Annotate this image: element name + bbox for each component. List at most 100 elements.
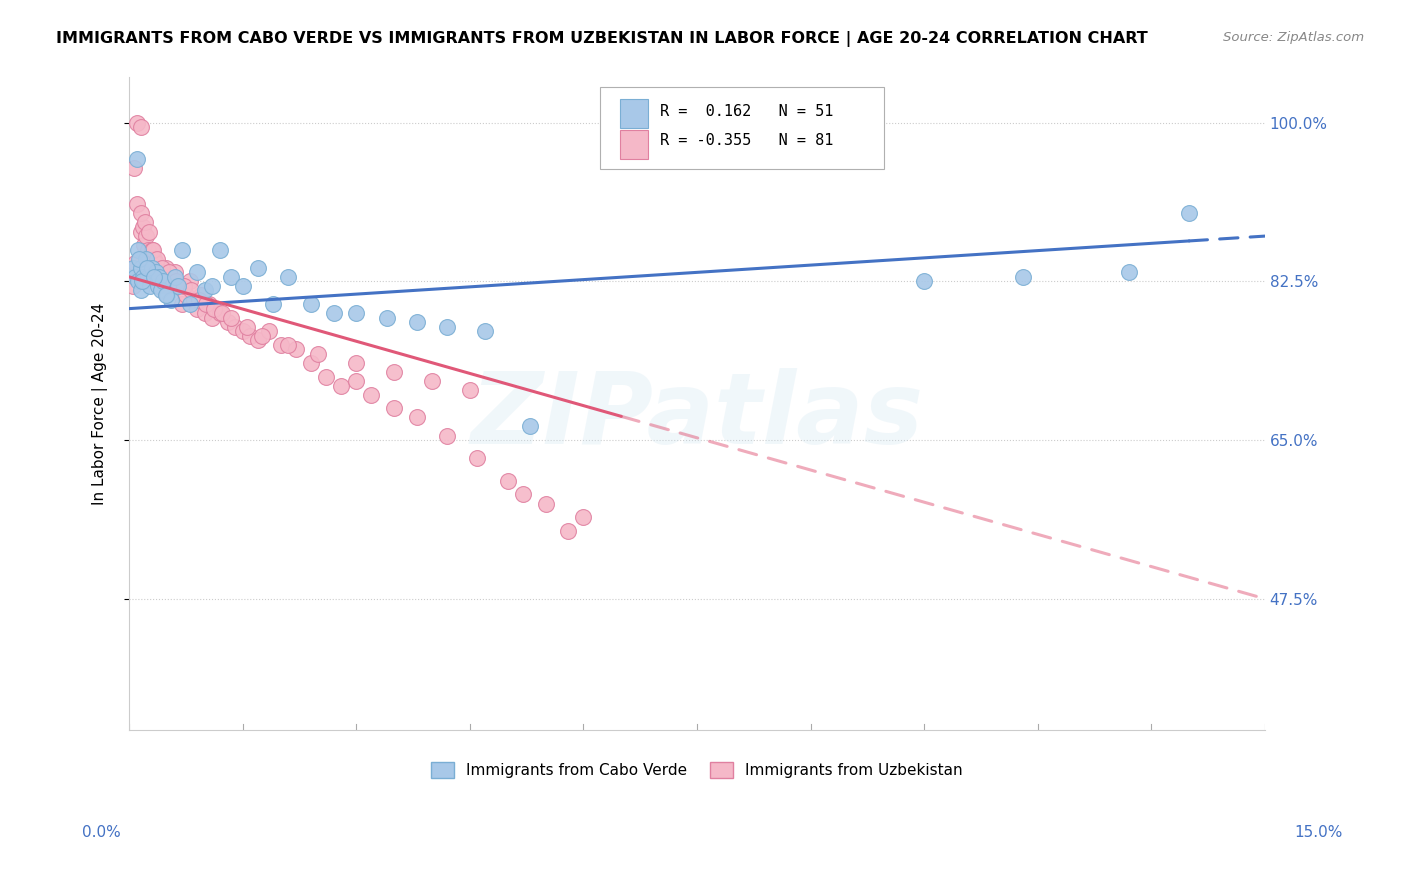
Point [136,269,159,284]
Point [145,256,167,270]
Point [132,269,155,284]
Point [322,306,344,320]
Point [141,243,163,257]
Legend: Immigrants from Cabo Verde, Immigrants from Uzbekistan: Immigrants from Cabo Verde, Immigrants f… [425,756,969,785]
Point [179,274,201,288]
Point [152,274,174,288]
Point [246,334,269,348]
Point [496,474,519,488]
Point [180,284,202,298]
Point [512,487,534,501]
Point [129,120,152,135]
Point [156,288,179,302]
Point [149,265,172,279]
Point [127,274,149,288]
Point [557,524,579,538]
Point [284,343,307,357]
Point [129,206,152,220]
Point [201,310,224,325]
Point [270,338,292,352]
Point [159,293,181,307]
Point [127,243,149,257]
Point [257,324,280,338]
Point [129,284,152,298]
Point [172,243,194,257]
Point [277,269,299,284]
Point [167,279,190,293]
Point [246,260,269,275]
Point [221,269,243,284]
Point [134,274,156,288]
Text: 15.0%: 15.0% [1295,825,1343,840]
Point [167,279,190,293]
Point [155,288,177,302]
Point [344,356,367,370]
Text: R =  0.162   N = 51: R = 0.162 N = 51 [659,103,832,119]
Point [205,301,228,316]
Point [173,279,195,293]
Point [474,324,496,338]
Point [146,279,169,293]
FancyBboxPatch shape [620,99,648,128]
Point [344,306,367,320]
Point [139,265,162,279]
Point [150,260,173,275]
Point [156,279,179,293]
Point [128,252,150,266]
Text: R = -0.355   N = 81: R = -0.355 N = 81 [659,133,832,148]
Point [129,225,152,239]
Point [179,297,201,311]
Point [163,265,186,279]
Point [250,328,273,343]
Point [152,274,174,288]
Point [458,383,481,397]
Point [201,279,224,293]
Text: IMMIGRANTS FROM CABO VERDE VS IMMIGRANTS FROM UZBEKISTAN IN LABOR FORCE | AGE 20: IMMIGRANTS FROM CABO VERDE VS IMMIGRANTS… [56,31,1147,47]
Point [157,265,180,279]
Point [211,306,233,320]
Point [124,256,146,270]
Point [1118,265,1140,279]
Point [155,260,177,275]
Y-axis label: In Labor Force | Age 20-24: In Labor Force | Age 20-24 [93,302,108,505]
Point [299,297,322,311]
Point [125,152,148,166]
Point [145,265,167,279]
Point [127,197,149,211]
Point [143,252,166,266]
Point [135,260,157,275]
Point [405,410,427,425]
Point [139,279,162,293]
Point [194,284,217,298]
Text: 0.0%: 0.0% [82,825,121,840]
Point [420,374,443,388]
Point [132,220,155,235]
Point [122,260,145,275]
Point [534,497,557,511]
Point [307,347,329,361]
Point [1011,269,1033,284]
Point [202,301,225,316]
Point [135,229,157,244]
Point [912,274,935,288]
Point [315,369,337,384]
Point [148,269,170,284]
Point [141,260,163,275]
Point [186,301,208,316]
Point [375,310,398,325]
Point [134,238,156,252]
Point [142,243,165,257]
Point [208,243,231,257]
Text: Source: ZipAtlas.com: Source: ZipAtlas.com [1223,31,1364,45]
Point [232,324,254,338]
Point [519,419,541,434]
Point [382,401,405,416]
Point [190,288,212,302]
Point [197,297,219,311]
Point [217,315,239,329]
Point [235,319,257,334]
Point [136,243,159,257]
Point [224,319,246,334]
Point [1178,206,1201,220]
FancyBboxPatch shape [600,87,884,169]
